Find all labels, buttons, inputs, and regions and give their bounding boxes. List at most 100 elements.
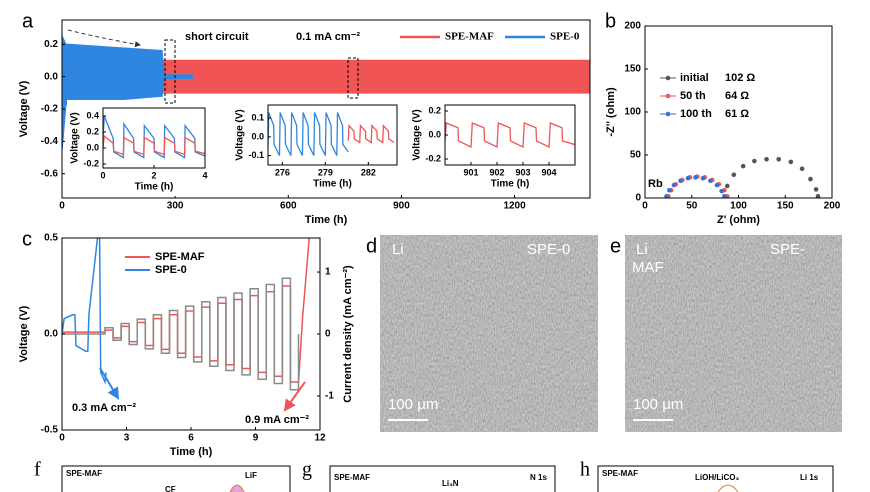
y-tick-label: -0.4 xyxy=(41,136,59,147)
x-tick-label: 903 xyxy=(515,167,530,177)
x-tick-label: 904 xyxy=(541,167,556,177)
y2-axis-label: Current density (mA cm⁻²) xyxy=(342,265,354,403)
plot-area xyxy=(268,112,395,156)
point xyxy=(719,188,724,194)
x-tick-label: 0 xyxy=(59,201,65,212)
y-axis-label: Voltage (V) xyxy=(18,80,30,137)
point xyxy=(815,193,821,198)
sample-label: SPE-MAF xyxy=(334,473,370,482)
x-tick-label: 3 xyxy=(124,433,130,444)
line xyxy=(103,115,205,159)
line xyxy=(268,112,349,156)
annotation: 0.9 mA cm⁻² xyxy=(245,414,309,426)
x-tick-label: 12 xyxy=(314,433,326,444)
region-label: N 1s xyxy=(530,473,547,482)
legend-label: SPE-0 xyxy=(550,31,580,43)
y-tick-label: 100 xyxy=(624,107,641,118)
image-label: SPE-0 xyxy=(527,241,570,258)
annotation: Rb xyxy=(648,178,663,190)
scale-text: 100 μm xyxy=(388,396,438,413)
plot-area xyxy=(664,157,821,198)
x-tick-label: 150 xyxy=(777,201,794,212)
line xyxy=(445,122,575,149)
dashed-box xyxy=(164,39,176,104)
x-tick-label: 9 xyxy=(253,433,259,444)
plot-frame xyxy=(597,465,834,492)
x-tick-label: 6 xyxy=(188,433,194,444)
legend-label: SPE-MAF xyxy=(155,251,205,263)
line xyxy=(62,238,107,385)
plot-area xyxy=(62,35,590,150)
y-tick-label: 150 xyxy=(624,64,641,75)
y-tick-label: 0 xyxy=(635,193,641,204)
x-tick-label: 0 xyxy=(59,433,65,444)
y-tick-label: 0.2 xyxy=(86,126,99,136)
y2-tick-label: -1 xyxy=(325,391,334,402)
panel-label: a xyxy=(22,10,34,32)
sem-image xyxy=(625,235,842,432)
annotation: short circuit xyxy=(185,31,249,43)
x-axis-label: Time (h) xyxy=(170,446,213,458)
plot-frame xyxy=(267,104,398,166)
x-tick-label: 902 xyxy=(489,167,504,177)
legend-marker xyxy=(665,111,671,117)
y-tick-label: 0.2 xyxy=(428,105,441,115)
arrow xyxy=(67,29,141,48)
line xyxy=(103,134,205,156)
panel-label: h xyxy=(580,459,590,481)
point xyxy=(776,157,782,162)
point xyxy=(722,193,727,198)
y-tick-label: 0.0 xyxy=(86,142,99,152)
y-tick-label: 0.0 xyxy=(44,329,58,340)
inset-background xyxy=(67,100,213,196)
inset-background xyxy=(232,97,405,193)
x-tick-label: 100 xyxy=(730,201,747,212)
panel-label: e xyxy=(610,235,621,257)
y-tick-label: -0.2 xyxy=(425,153,441,163)
x-tick-label: 900 xyxy=(393,201,410,212)
y-tick-label: 0.4 xyxy=(86,110,99,120)
dashed-box xyxy=(347,57,359,99)
point xyxy=(667,187,672,193)
point xyxy=(752,158,757,164)
peak-label: LiOH/LiCO₃ xyxy=(695,473,739,482)
panel-label: g xyxy=(302,459,312,481)
x-tick-label: 279 xyxy=(318,167,333,177)
legend-marker xyxy=(665,93,671,99)
peak-label: Li₃N xyxy=(442,479,459,488)
point xyxy=(700,175,706,181)
annotation: 0.1 mA cm⁻² xyxy=(296,31,360,43)
point xyxy=(813,187,819,192)
sample-label: SPE-MAF xyxy=(602,469,638,478)
point xyxy=(799,166,805,172)
y-tick-label: -0.6 xyxy=(41,168,59,179)
arrow xyxy=(283,381,306,412)
sem-image xyxy=(380,235,598,432)
y-axis-label: Voltage (V) xyxy=(235,109,246,160)
panel-label: d xyxy=(366,235,377,257)
panel-label: c xyxy=(22,228,32,250)
peak-shape xyxy=(717,484,739,492)
legend-annotation: 61 Ω xyxy=(725,108,749,120)
y-tick-label: 200 xyxy=(624,21,641,32)
band xyxy=(62,35,193,150)
line xyxy=(347,123,395,144)
point xyxy=(740,163,746,169)
point xyxy=(714,182,720,188)
plot-area xyxy=(445,122,575,149)
x-axis-label: Time (h) xyxy=(135,182,174,193)
x-tick-label: 282 xyxy=(361,167,376,177)
region-label: Li 1s xyxy=(800,473,819,482)
y-tick-label: -0.5 xyxy=(41,425,59,436)
point xyxy=(731,172,737,178)
panel-label: f xyxy=(34,459,41,481)
y-axis-label: Voltage (V) xyxy=(412,109,423,160)
point xyxy=(724,183,730,189)
x-tick-label: 300 xyxy=(167,201,184,212)
point xyxy=(693,175,698,180)
point xyxy=(764,157,769,162)
point xyxy=(708,178,713,184)
peak-label: LiF xyxy=(245,471,257,480)
